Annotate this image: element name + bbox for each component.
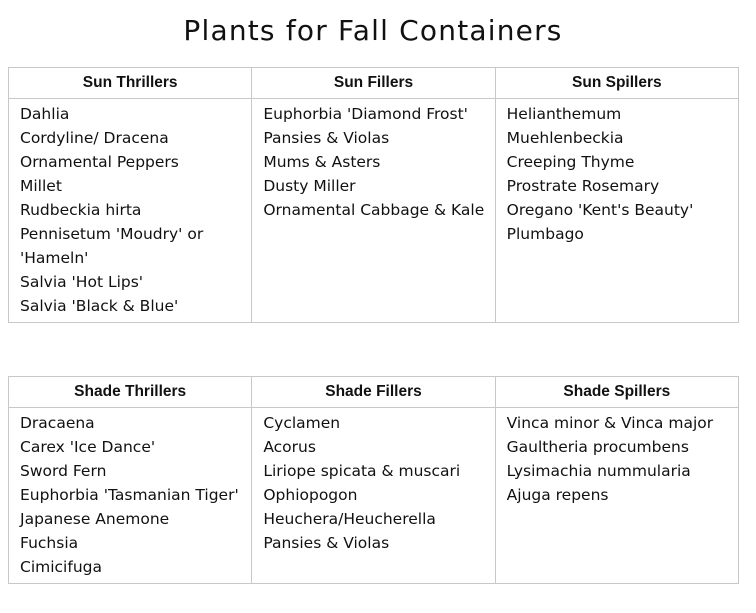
plant-item: Ornamental Peppers	[20, 153, 179, 171]
column-header-sun-spillers: Sun Spillers	[494, 67, 739, 99]
table-row: Dracaena Carex 'Ice Dance' Sword Fern Eu…	[9, 407, 739, 584]
plant-item: Salvia 'Black & Blue'	[20, 297, 179, 315]
plant-item: Cyclamen	[263, 414, 341, 432]
plant-item: Pansies & Violas	[263, 534, 390, 552]
plant-list: Dahlia Cordyline/ Dracena Ornamental Pep…	[20, 102, 245, 318]
plant-list: Helianthemum Muehlenbeckia Creeping Thym…	[507, 102, 732, 246]
sun-spillers-cell: Helianthemum Muehlenbeckia Creeping Thym…	[494, 98, 739, 323]
plant-item: Pennisetum 'Moudry' or 'Hameln'	[20, 225, 204, 267]
plant-item: Sword Fern	[20, 462, 107, 480]
plant-item: Cordyline/ Dracena	[20, 129, 169, 147]
column-header-shade-spillers: Shade Spillers	[494, 376, 739, 408]
shade-fillers-cell: Cyclamen Acorus Liriope spicata & muscar…	[251, 407, 496, 584]
sun-fillers-cell: Euphorbia 'Diamond Frost' Pansies & Viol…	[251, 98, 496, 323]
plant-item: Dusty Miller	[263, 177, 356, 195]
shade-spillers-cell: Vinca minor & Vinca major Gaultheria pro…	[494, 407, 739, 584]
plant-item: Helianthemum	[506, 105, 622, 123]
plant-item: Prostrate Rosemary	[506, 177, 660, 195]
table-row: Dahlia Cordyline/ Dracena Ornamental Pep…	[9, 98, 739, 323]
column-header-sun-fillers: Sun Fillers	[251, 67, 496, 99]
page-title: Plants for Fall Containers	[183, 14, 563, 47]
plant-item: Mums & Asters	[263, 153, 381, 171]
plant-item: Acorus	[263, 438, 316, 456]
plant-list: Cyclamen Acorus Liriope spicata & muscar…	[263, 411, 488, 555]
plant-item: Ophiopogon	[263, 486, 358, 504]
plant-item: Dahlia	[20, 105, 70, 123]
plant-item: Rudbeckia hirta	[20, 201, 142, 219]
plant-item: Creeping Thyme	[506, 153, 635, 171]
plant-item: Fuchsia	[20, 534, 79, 552]
plant-item: Cimicifuga	[20, 558, 102, 576]
plant-list: Vinca minor & Vinca major Gaultheria pro…	[507, 411, 732, 507]
plant-item: Oregano 'Kent's Beauty'	[506, 201, 694, 219]
plant-list: Euphorbia 'Diamond Frost' Pansies & Viol…	[263, 102, 488, 222]
plant-item: Lysimachia nummularia	[506, 462, 691, 480]
plant-item: Millet	[20, 177, 62, 195]
plant-item: Pansies & Violas	[263, 129, 390, 147]
sun-plants-table: Sun Thrillers Sun Fillers Sun Spillers D…	[8, 67, 739, 323]
plant-item: Plumbago	[506, 225, 584, 243]
plant-item: Dracaena	[20, 414, 95, 432]
plant-item: Salvia 'Hot Lips'	[20, 273, 144, 291]
plant-item: Muehlenbeckia	[506, 129, 624, 147]
plant-item: Euphorbia 'Tasmanian Tiger'	[20, 486, 239, 504]
table-header-row: Sun Thrillers Sun Fillers Sun Spillers	[8, 67, 739, 99]
plant-item: Japanese Anemone	[20, 510, 170, 528]
plant-item: Liriope spicata & muscari	[263, 462, 461, 480]
column-header-sun-thrillers: Sun Thrillers	[8, 67, 252, 99]
plant-item: Ornamental Cabbage & Kale	[263, 201, 485, 219]
plant-list: Dracaena Carex 'Ice Dance' Sword Fern Eu…	[20, 411, 245, 579]
shade-plants-table: Shade Thrillers Shade Fillers Shade Spil…	[8, 376, 739, 584]
plant-item: Euphorbia 'Diamond Frost'	[263, 105, 468, 123]
plant-item: Ajuga repens	[506, 486, 609, 504]
column-header-shade-thrillers: Shade Thrillers	[8, 376, 252, 408]
column-header-shade-fillers: Shade Fillers	[251, 376, 496, 408]
plant-item: Carex 'Ice Dance'	[20, 438, 156, 456]
plant-item: Vinca minor & Vinca major	[506, 414, 714, 432]
sun-thrillers-cell: Dahlia Cordyline/ Dracena Ornamental Pep…	[9, 99, 252, 323]
plant-item: Heuchera/Heucherella	[263, 510, 436, 528]
plant-item: Gaultheria procumbens	[506, 438, 689, 456]
shade-thrillers-cell: Dracaena Carex 'Ice Dance' Sword Fern Eu…	[9, 408, 252, 584]
table-header-row: Shade Thrillers Shade Fillers Shade Spil…	[8, 376, 739, 408]
